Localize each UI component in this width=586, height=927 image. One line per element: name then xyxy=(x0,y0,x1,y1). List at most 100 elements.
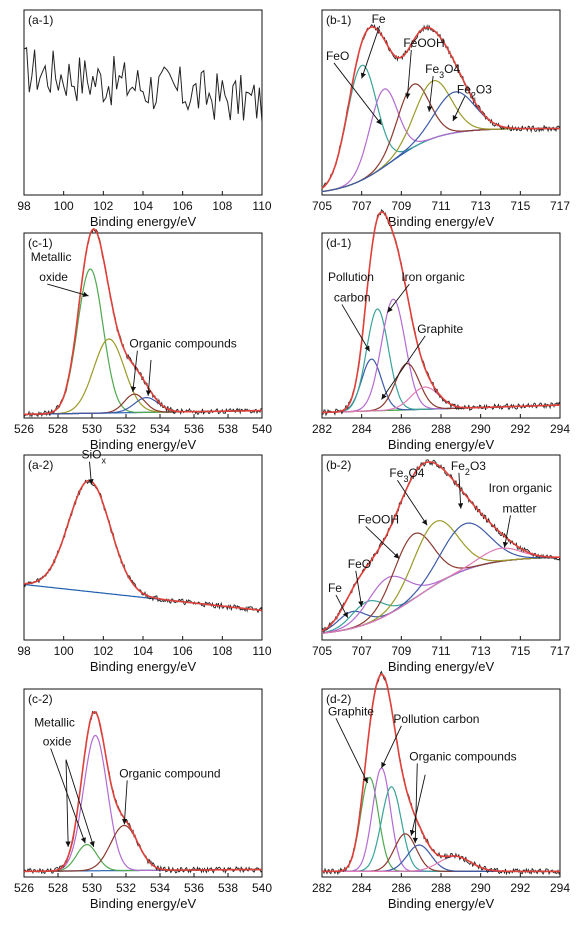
peak-annotation: FeO xyxy=(326,49,349,63)
peak-annotation: SiOx xyxy=(82,448,107,466)
peak-annotation: FeOOH xyxy=(403,36,444,50)
annotation-arrow xyxy=(355,570,364,607)
annotation-arrow xyxy=(502,515,511,548)
x-tick-label: 532 xyxy=(116,881,136,895)
panel-label: (d-2) xyxy=(326,692,351,706)
peak-annotation: matter xyxy=(502,501,536,515)
peak-annotation: oxide xyxy=(43,734,72,748)
peak-annotation: FeOOH xyxy=(358,512,399,526)
x-tick-label: 294 xyxy=(550,881,570,895)
annotation-arrow xyxy=(65,759,71,847)
x-tick-label: 290 xyxy=(471,422,491,436)
raw-spectrum-line xyxy=(321,209,561,417)
annotation-arrow xyxy=(381,335,426,400)
component-peak-3 xyxy=(24,824,262,872)
annotation-arrow xyxy=(145,359,152,396)
peak-annotation: Metallic xyxy=(31,250,72,264)
x-tick-label: 536 xyxy=(184,422,204,436)
peak-annotation: Fe xyxy=(372,12,386,26)
panel-label: (d-1) xyxy=(326,236,351,250)
x-tick-label: 540 xyxy=(252,422,272,436)
peak-annotation: Fe2O3 xyxy=(457,82,492,100)
fitted-envelope-line xyxy=(321,461,560,632)
annotation-arrow xyxy=(405,49,412,99)
x-tick-label: 108 xyxy=(212,199,232,213)
panel-c2: (c-2) 526 528 530 532 534 536 538 540 Binding ene… xyxy=(14,688,272,911)
annotation-arrow xyxy=(88,461,94,485)
annotation-arrow xyxy=(65,759,95,848)
component-peak-2 xyxy=(24,734,262,872)
x-axis-label: Binding energy/eV xyxy=(90,214,197,229)
annotation-arrow xyxy=(333,62,382,125)
x-axis-label: Binding energy/eV xyxy=(90,659,197,674)
annotation-arrow xyxy=(360,25,381,79)
x-tick-label: 540 xyxy=(252,881,272,895)
panel-b2: (b-2) 705 707 709 711 713 715 717 Binding energy… xyxy=(312,454,570,674)
panel-label: (b-2) xyxy=(326,458,351,472)
x-axis-label: Binding energy/eV xyxy=(388,437,495,452)
component-peak-5 xyxy=(321,520,560,634)
x-tick-label: 534 xyxy=(150,881,170,895)
panel-d1: (d-1) 282 284 286 288 290 292 294 Binding energy… xyxy=(312,209,570,452)
x-tick-label: 526 xyxy=(14,881,34,895)
panel-label: (b-1) xyxy=(326,13,351,27)
x-tick-label: 288 xyxy=(431,422,451,436)
x-tick-label: 106 xyxy=(173,199,193,213)
annotation-arrow xyxy=(50,748,86,844)
x-tick-label: 713 xyxy=(471,199,491,213)
annotation-arrow xyxy=(397,479,428,526)
peak-annotation: Pollution carbon xyxy=(393,712,479,726)
x-axis-label: Binding energy/eV xyxy=(388,214,495,229)
x-tick-label: 100 xyxy=(54,644,74,658)
peak-annotation: Pollution xyxy=(328,270,374,284)
plot-frame xyxy=(23,9,263,196)
x-tick-label: 282 xyxy=(312,422,332,436)
peak-annotation: Graphite xyxy=(328,704,374,718)
x-tick-label: 98 xyxy=(17,644,31,658)
x-tick-label: 526 xyxy=(14,422,34,436)
x-tick-label: 715 xyxy=(510,199,530,213)
component-peak-3 xyxy=(321,83,560,193)
x-tick-label: 108 xyxy=(212,644,232,658)
peak-annotation: Organic compounds xyxy=(409,749,516,763)
x-tick-label: 110 xyxy=(252,199,271,213)
peak-annotation: FeO xyxy=(348,557,371,571)
x-tick-label: 294 xyxy=(550,422,570,436)
peak-annotation: Organic compounds xyxy=(129,337,236,351)
x-tick-label: 102 xyxy=(93,644,113,658)
x-tick-label: 102 xyxy=(93,199,113,213)
x-tick-label: 717 xyxy=(550,199,570,213)
peak-annotation: Iron organic xyxy=(489,481,552,495)
x-tick-label: 538 xyxy=(218,422,238,436)
x-tick-label: 711 xyxy=(431,199,450,213)
annotation-arrow xyxy=(381,725,402,769)
raw-spectrum-line xyxy=(23,47,263,123)
annotation-arrow xyxy=(341,304,370,352)
x-axis-label: Binding energy/eV xyxy=(388,896,495,911)
x-tick-label: 709 xyxy=(391,644,411,658)
peak-annotation: oxide xyxy=(39,270,68,284)
annotation-arrow xyxy=(427,75,434,112)
fitted-envelope-line xyxy=(24,228,262,416)
x-tick-label: 284 xyxy=(352,881,372,895)
fitted-envelope-line xyxy=(24,710,262,873)
x-tick-label: 104 xyxy=(133,199,153,213)
x-tick-label: 284 xyxy=(352,422,372,436)
component-peak-7 xyxy=(321,547,560,634)
peak-annotation: Iron organic xyxy=(401,270,464,284)
x-tick-label: 286 xyxy=(391,422,411,436)
panel-b1: (b-1) 705 707 709 711 713 715 717 Binding energy… xyxy=(312,9,570,229)
annotation-arrow xyxy=(452,96,466,122)
x-tick-label: 110 xyxy=(252,644,271,658)
plot-frame xyxy=(23,232,263,419)
annotation-arrow xyxy=(130,350,138,393)
component-peak-1 xyxy=(24,480,263,611)
component-peak-5 xyxy=(321,91,560,193)
annotation-arrow xyxy=(457,472,464,509)
x-tick-label: 292 xyxy=(510,422,530,436)
peak-annotation: carbon xyxy=(334,290,371,304)
x-tick-label: 713 xyxy=(471,644,491,658)
peak-annotation: Fe xyxy=(328,581,342,595)
annotation-arrow xyxy=(412,763,419,844)
